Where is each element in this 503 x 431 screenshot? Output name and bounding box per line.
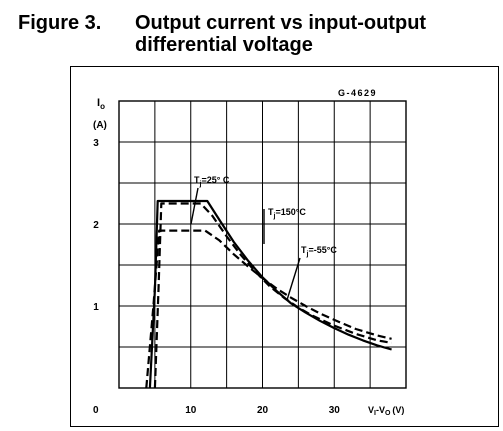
x-axis-label-unit: (V) [392,405,404,415]
annotation-tj-25: Tj=25° C [190,175,230,225]
series-line-tj-150 [148,199,392,389]
svg-text:Tj=25° C: Tj=25° C [194,175,230,188]
x-tick-label: 10 [185,405,197,416]
x-axis-label-mid: -V [376,405,385,415]
svg-text:VI-VO(V): VI-VO (V) [368,405,404,417]
y-tick-label: 2 [93,220,99,231]
figure-number: Figure 3. [18,12,102,34]
annotation-tj-150: Tj=150°C [263,207,306,244]
svg-text:Tj=-55°C: Tj=-55°C [301,245,337,258]
y-axis-unit: (A) [93,120,107,131]
chart-code: G-4629 [338,88,377,98]
svg-text:Tj=150°C: Tj=150°C [268,207,306,220]
series-line-tj-neg55 [145,229,392,389]
y-axis-label: Io (A) [93,97,107,131]
tick-labels: 10 20 30 1 2 3 [93,138,340,416]
origin-label: 0 [93,405,99,416]
x-axis-label-sub1: I [374,410,376,417]
y-tick-label: 1 [93,302,99,313]
x-axis-label: VI-VO (V) [368,405,404,417]
annotation-tj-neg55: Tj=-55°C [286,245,337,301]
chart-frame [70,66,499,427]
x-axis-label-sub2: O [385,410,391,417]
plot-grid [118,100,407,389]
y-axis-label-sub: o [100,102,105,111]
figure-title: Output current vs input-output different… [135,12,427,56]
series-line-tj-25 [153,202,392,389]
x-tick-label: 30 [329,405,341,416]
x-tick-label: 20 [257,405,269,416]
y-tick-label: 3 [93,138,99,149]
y-axis-label-main: I [97,97,100,109]
x-axis-label-prefix: V [368,405,374,415]
data-series [145,199,392,389]
svg-text:Io: Io [97,97,105,111]
